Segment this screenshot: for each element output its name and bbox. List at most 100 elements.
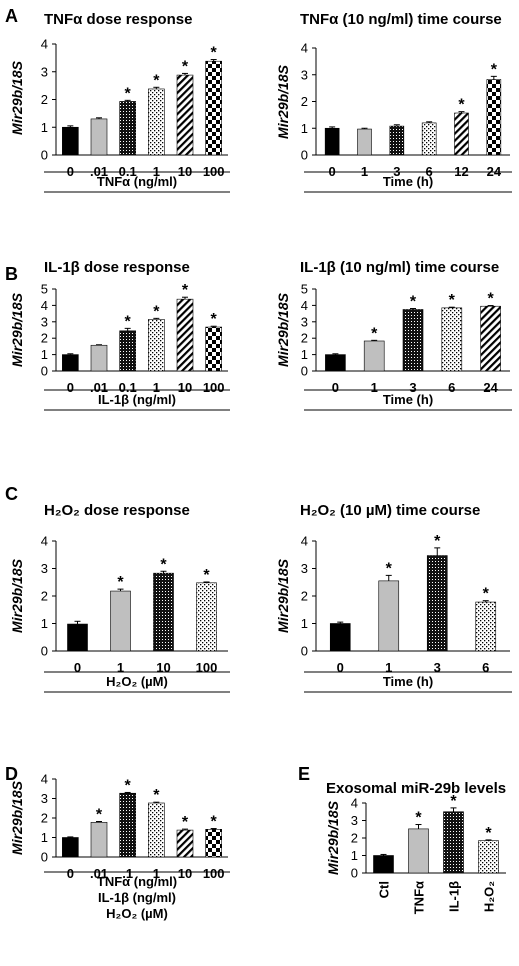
x-tick-label: 10 (178, 866, 192, 881)
y-tick-label: 3 (301, 561, 308, 576)
bar-a2-5 (486, 79, 502, 156)
x-tick-label: .1 (122, 866, 133, 881)
x-tick-label: .01 (90, 866, 108, 881)
y-tick-label: 1 (41, 830, 48, 845)
y-tick-label: 2 (41, 811, 48, 826)
x-tick-label: 1 (153, 866, 160, 881)
bar-c2-0 (329, 623, 351, 652)
panel-letter: C (5, 484, 18, 504)
panel-letter: D (5, 764, 18, 784)
x-tick-label: 0 (67, 380, 74, 395)
x-axis-label: H₂O₂ (µM) (106, 674, 168, 689)
chart-panel-b1: B IL-1β dose response012345Mir29b/18S0.01… (5, 259, 230, 411)
bar-b2-1 (363, 340, 385, 372)
significance-marker: * (211, 311, 218, 328)
x-tick-label: 0 (74, 660, 81, 675)
bar-b2-4 (480, 305, 501, 372)
y-tick-label: 2 (301, 331, 308, 346)
bar-d-4 (176, 829, 194, 858)
significance-marker: * (153, 787, 160, 804)
bar-a1-4 (176, 74, 194, 156)
significance-marker: * (415, 810, 422, 827)
y-axis-label: Mir29b/18S (325, 800, 341, 875)
y-tick-label: 4 (41, 534, 48, 549)
y-tick-label: 4 (41, 298, 48, 313)
x-tick-label: 0 (67, 866, 74, 881)
bar-b1-3 (148, 319, 165, 372)
significance-marker: * (182, 282, 189, 299)
bar-b2-2 (402, 309, 424, 372)
x-tick-label: 1 (385, 660, 392, 675)
y-tick-label: 4 (301, 41, 308, 56)
bar-e-2 (443, 811, 464, 874)
y-axis-label: Mir29b/18S (275, 292, 291, 367)
x-axis-label: TNFα (ng/ml) (97, 874, 177, 889)
chart-title: TNFα dose response (44, 11, 192, 28)
y-tick-label: 3 (41, 64, 48, 79)
y-tick-label: 2 (41, 331, 48, 346)
y-tick-label: 4 (41, 772, 48, 787)
x-tick-label: 100 (203, 380, 225, 395)
chart-panel-c2: H₂O₂ (10 µM) time course 0 1 2 3 4 Mir29b/18S 0… (275, 502, 512, 693)
significance-marker: * (211, 814, 218, 831)
significance-marker: * (117, 574, 124, 591)
bar-b1-2 (119, 330, 136, 372)
bar-a2-1 (357, 128, 372, 156)
bar-d-0 (62, 837, 79, 858)
significance-marker: * (386, 560, 393, 577)
y-tick-label: 5 (41, 282, 48, 297)
y-axis-label: Mir29b/18S (275, 64, 291, 139)
y-tick-label: 3 (301, 314, 308, 329)
bar-a2-4 (454, 112, 469, 156)
significance-marker: * (153, 72, 160, 89)
chart-title: H₂O₂ dose response (44, 502, 190, 519)
x-tick-label: 100 (203, 866, 225, 881)
bar-a1-1 (90, 118, 108, 156)
x-tick-label: 6 (482, 660, 489, 675)
y-tick-label: 1 (301, 347, 308, 362)
chart-panel-a2: TNFα (10 ng/ml) time course 0 1 2 3 4 Mir29b/1… (275, 11, 512, 193)
x-tick-label: 0 (337, 660, 344, 675)
x-tick-label: IL-1β (447, 881, 462, 912)
significance-marker: * (485, 825, 492, 842)
x-axis-label: H₂O₂ (µM) (106, 906, 168, 921)
y-tick-label: 1 (41, 120, 48, 135)
y-tick-label: 2 (41, 92, 48, 107)
significance-marker: * (487, 291, 494, 308)
significance-marker: * (371, 325, 378, 342)
chart-title: TNFα (10 ng/ml) time course (300, 11, 502, 28)
y-tick-label: 1 (301, 616, 308, 631)
x-axis-label: IL-1β (ng/ml) (98, 392, 176, 407)
y-tick-label: 3 (41, 561, 48, 576)
significance-marker: * (96, 807, 103, 824)
x-tick-label: 1 (371, 380, 378, 395)
bar-e-3 (478, 840, 499, 874)
y-tick-label: 0 (41, 850, 48, 865)
significance-marker: * (160, 556, 167, 573)
bar-c2-3 (475, 601, 497, 652)
y-tick-label: 1 (351, 848, 358, 863)
y-tick-label: 0 (41, 364, 48, 379)
y-tick-label: 0 (41, 644, 48, 659)
x-tick-label: 100 (196, 660, 218, 675)
bar-a1-3 (148, 88, 165, 156)
bar-e-1 (408, 828, 429, 874)
y-tick-label: 4 (41, 37, 48, 52)
chart-title: IL-1β dose response (44, 259, 190, 276)
bar-a1-5 (205, 60, 222, 156)
bar-a1-0 (62, 126, 79, 156)
significance-marker: * (434, 533, 441, 550)
y-axis-label: Mir29b/18S (9, 60, 25, 135)
x-tick-label: TNFα (412, 881, 427, 914)
bar-d-2 (119, 792, 136, 858)
x-tick-label: 0.1 (119, 380, 137, 395)
x-tick-label: 1 (153, 380, 160, 395)
y-tick-label: 0 (301, 148, 308, 163)
y-tick-label: 4 (301, 298, 308, 313)
y-tick-label: 3 (351, 813, 358, 828)
chart-panel-d: D 0 1 2 3 4 Mir29b/18S 0 * .01 * .1 * 1 * 10 * 100 TNFα (n… (5, 764, 230, 921)
x-tick-label: 1 (117, 660, 124, 675)
x-tick-label: 0 (332, 380, 339, 395)
